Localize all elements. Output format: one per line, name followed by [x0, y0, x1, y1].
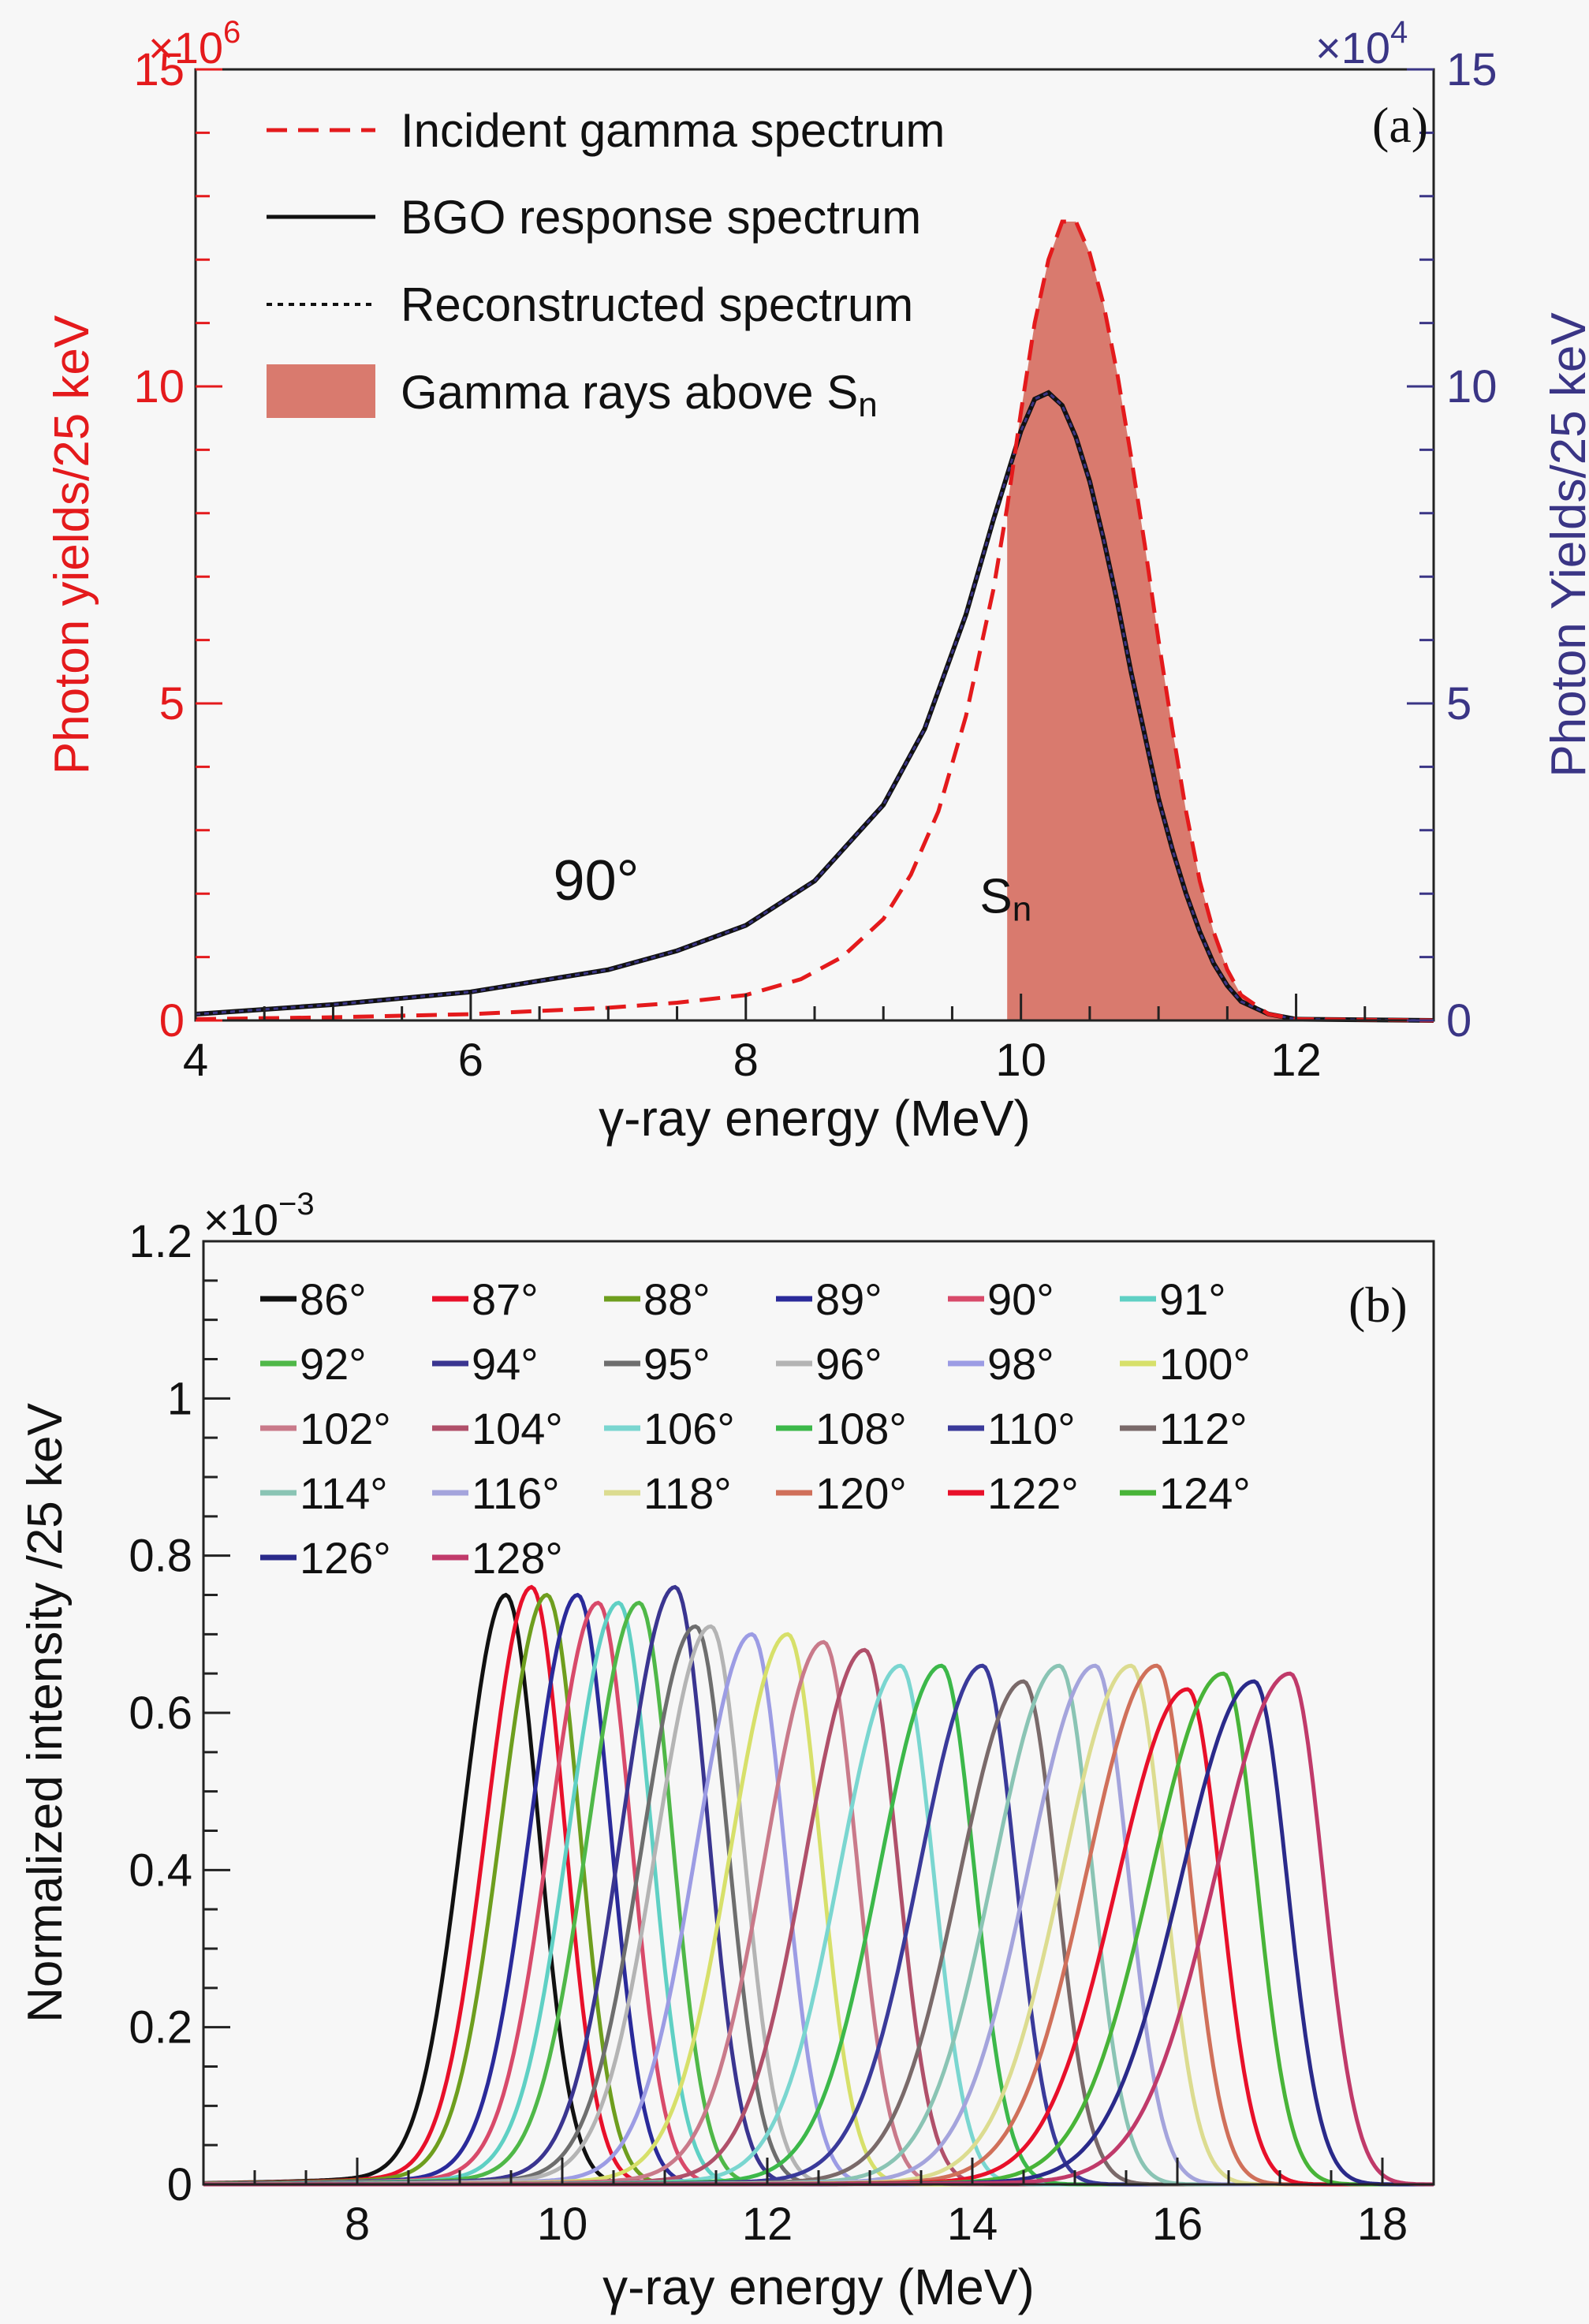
legend-label: 89°	[815, 1274, 882, 1324]
legend-label: 96°	[815, 1339, 882, 1389]
legend-label: 104°	[472, 1404, 563, 1453]
legend-label: 95°	[643, 1339, 711, 1389]
annotation-angle: 90°	[554, 849, 640, 912]
legend-label: 100°	[1159, 1339, 1251, 1389]
legend-label: 86°	[300, 1274, 367, 1324]
legend-label: 114°	[300, 1468, 388, 1518]
panel-b-y-tick-label: 0.6	[129, 1688, 192, 1739]
panel-b-x-tick-label: 18	[1357, 2199, 1408, 2250]
legend-label: 122°	[987, 1468, 1079, 1518]
panel-a-right-axis-title: Photon Yields/25 keV	[1542, 312, 1589, 778]
panel-a-right-tick-label: 0	[1446, 995, 1472, 1046]
fill-gamma-above-sn	[1007, 222, 1434, 1020]
legend-label: 87°	[472, 1274, 539, 1324]
panel-b-label: (b)	[1348, 1277, 1408, 1333]
legend-label: 120°	[815, 1468, 907, 1518]
legend-label: 128°	[472, 1533, 563, 1583]
legend-label: 92°	[300, 1339, 367, 1389]
panel-a-x-tick-label: 8	[733, 1035, 759, 1086]
legend-label-incident: Incident gamma spectrum	[401, 104, 945, 157]
panel-a-left-tick-label: 5	[159, 678, 185, 729]
legend-label: 112°	[1159, 1404, 1248, 1453]
panel-a-x-tick-label: 4	[183, 1035, 208, 1086]
legend-label: 126°	[300, 1533, 391, 1583]
annotation-sn: Sn	[979, 869, 1031, 928]
panel-a-axes: 4 6 8 10 12 0 5 10 15 0 5 10 15	[133, 44, 1497, 1086]
panel-a-x-tick-label: 10	[995, 1035, 1046, 1086]
panel-b-y-tick-label: 1.2	[129, 1216, 192, 1267]
panel-a-plot-area	[196, 69, 1434, 1020]
panel-a-x-tick-label: 6	[458, 1035, 483, 1086]
legend-label: 98°	[987, 1339, 1054, 1389]
panel-b-x-tick-label: 14	[947, 2199, 998, 2250]
panel-b-y-tick-label: 0.2	[129, 2002, 192, 2054]
series-bgo-response	[195, 390, 1434, 1023]
panel-a-legend: Incident gamma spectrum BGO response spe…	[267, 104, 945, 424]
panel-a-x-axis-title: γ-ray energy (MeV)	[599, 1090, 1031, 1147]
legend-label: 110°	[987, 1404, 1076, 1453]
panel-a-left-axis-title: Photon yields/25 keV	[45, 315, 99, 774]
panel-b-legend: 86° 87° 88° 89° 90° 91° 92° 94° 95° 96° 98° 100° 102…	[260, 1274, 1251, 1583]
legend-label: 124°	[1159, 1468, 1251, 1518]
panel-b-y-tick-label: 0	[167, 2159, 192, 2210]
panel-a-lines-layer	[195, 219, 1434, 1023]
panel-b-x-axis-title: γ-ray energy (MeV)	[602, 2259, 1035, 2315]
panel-a-right-tick-label: 15	[1446, 44, 1498, 95]
legend-label-reconstructed: Reconstructed spectrum	[401, 278, 913, 331]
legend-label-above-sn: Gamma rays above Sn	[401, 366, 878, 424]
panel-a-right-tick-label: 5	[1446, 678, 1472, 729]
panel-a-right-multiplier: ×104	[1315, 15, 1408, 73]
legend-label: 94°	[472, 1339, 539, 1389]
legend-label: 88°	[643, 1274, 711, 1324]
legend-label: 90°	[987, 1274, 1054, 1324]
panel-b-x-tick-label: 8	[345, 2199, 370, 2250]
panel-b-x-tick-label: 16	[1152, 2199, 1203, 2250]
series-incident	[195, 219, 1434, 1023]
panel-a-left-tick-label: 0	[159, 995, 185, 1046]
panel-a-left-tick-label: 10	[133, 361, 185, 412]
panel-a-label: (a)	[1372, 97, 1428, 153]
panel-b-y-axis-title: Normalized intensity /25 keV	[18, 1403, 73, 2023]
panel-b-x-tick-label: 12	[742, 2199, 793, 2250]
panel-b-y-tick-label: 1	[167, 1373, 192, 1424]
panel-a-left-tick-label: 15	[133, 44, 185, 95]
panel-a: 4 6 8 10 12 0 5 10 15 0 5 10 15 (a) ×106 ×104 γ-ray …	[45, 15, 1589, 1147]
legend-label: 118°	[643, 1468, 732, 1518]
legend-label: 108°	[815, 1404, 907, 1453]
panel-b-x-tick-label: 10	[537, 2199, 588, 2250]
legend-label-response: BGO response spectrum	[401, 191, 921, 244]
legend-swatch-above-sn	[267, 364, 375, 418]
panel-b-y-tick-label: 0.4	[129, 1845, 192, 1896]
panel-a-left-multiplier: ×106	[148, 15, 241, 73]
panel-a-fill-layer	[1007, 222, 1434, 1020]
panel-a-annotations: 90° Sn	[554, 849, 1032, 928]
panel-b-axes: 8 10 12 14 16 18 0 0.2 0.4 0.6 0.8 1 1.2	[129, 1216, 1408, 2250]
legend-label: 116°	[472, 1468, 560, 1518]
legend-label: 106°	[643, 1404, 735, 1453]
panel-b: 8 10 12 14 16 18 0 0.2 0.4 0.6 0.8 1 1.2 86° 87° 88° 89…	[18, 1187, 1435, 2315]
panel-a-right-tick-label: 10	[1446, 361, 1498, 412]
legend-label: 102°	[300, 1404, 391, 1453]
panel-b-multiplier: ×10−3	[203, 1187, 315, 1244]
panel-b-y-tick-label: 0.8	[129, 1531, 192, 1582]
legend-label: 91°	[1159, 1274, 1226, 1324]
panel-a-x-tick-label: 12	[1270, 1035, 1322, 1086]
